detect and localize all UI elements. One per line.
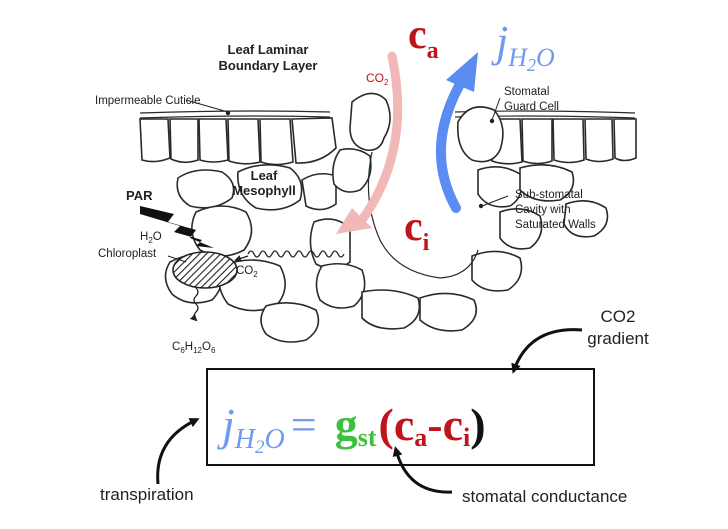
co2-diffusion-wave bbox=[247, 250, 345, 258]
mesophyll-label-2: Mesophyll bbox=[232, 183, 296, 198]
epidermis-cells bbox=[139, 117, 637, 166]
cuticle-label: Impermeable Cuticle bbox=[95, 95, 200, 107]
glucose-label: C6H12O6 bbox=[172, 341, 216, 355]
co2-top-label: CO2 bbox=[366, 71, 389, 87]
gradient-label: CO2 bbox=[601, 307, 636, 326]
ci-label: ci bbox=[404, 204, 430, 256]
j-h2o-label: jH2O bbox=[491, 17, 555, 75]
guard-cells bbox=[349, 92, 504, 163]
h2o-outflow-arrow bbox=[436, 79, 465, 213]
cavity-label-2: Cavity with bbox=[515, 204, 571, 216]
ca-label: ca bbox=[408, 12, 439, 64]
glucose-arrow bbox=[189, 287, 199, 322]
guard-cell-label: Stomatal bbox=[504, 86, 549, 98]
chloroplast-leader bbox=[167, 255, 187, 263]
h2o-outflow-arrowhead bbox=[446, 52, 478, 92]
transpiration-label: transpiration bbox=[100, 485, 194, 504]
par-label: PAR bbox=[126, 188, 153, 203]
equation: jH2O = gst(ca-ci) bbox=[217, 399, 486, 458]
leader-lines bbox=[185, 97, 509, 209]
transpiration-arrow bbox=[156, 418, 200, 485]
co2-small-arrow bbox=[234, 255, 249, 262]
conductance-arrow bbox=[392, 446, 453, 494]
boundary-layer-label: Leaf Laminar bbox=[228, 42, 309, 57]
guard-cell-label-2: Guard Cell bbox=[504, 101, 559, 113]
gradient-label-2: gradient bbox=[587, 329, 649, 348]
chloroplast bbox=[172, 251, 238, 289]
mesophyll-label: Leaf bbox=[251, 168, 278, 183]
cavity-label: Sub-stomatal bbox=[515, 189, 583, 201]
co2-small-label: CO2 bbox=[236, 265, 258, 279]
substomatal-cavity bbox=[367, 151, 479, 279]
h2o-label: H2O bbox=[140, 231, 162, 245]
co2-inflow-arrowhead bbox=[336, 208, 372, 234]
cavity-label-3: Saturated Walls bbox=[515, 219, 596, 231]
conductance-label: stomatal conductance bbox=[462, 487, 627, 506]
gradient-arrow bbox=[511, 328, 583, 374]
co2-inflow-arrow bbox=[357, 51, 403, 225]
par-lightning-icon bbox=[140, 206, 214, 248]
boundary-layer-label-2: Boundary Layer bbox=[219, 58, 318, 73]
chloroplast-label: Chloroplast bbox=[98, 248, 157, 260]
